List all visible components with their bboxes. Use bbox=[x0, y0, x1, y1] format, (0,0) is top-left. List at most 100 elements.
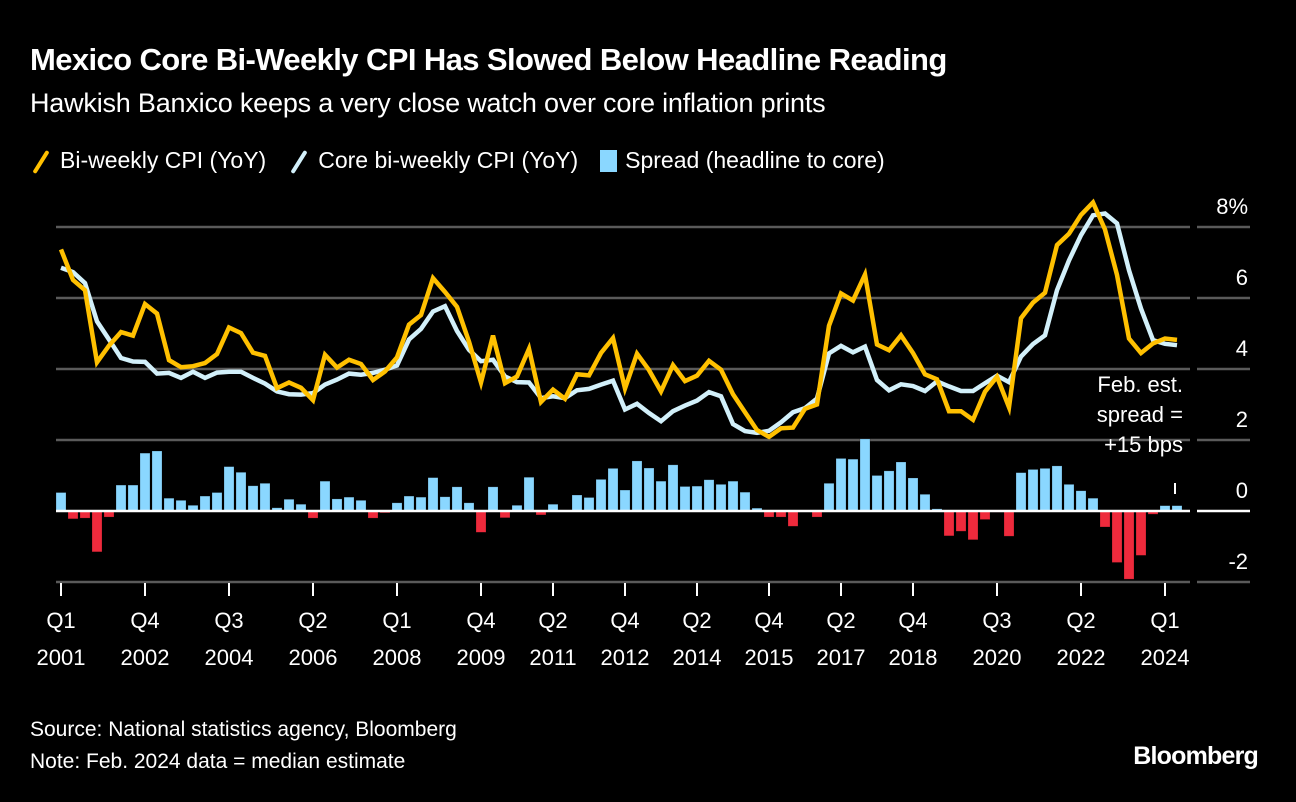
y-tick-label: 6 bbox=[1236, 265, 1248, 290]
spread-bar bbox=[607, 468, 619, 512]
spread-bar bbox=[523, 476, 535, 512]
spread-bar bbox=[235, 472, 247, 512]
x-tick-quarter: Q3 bbox=[982, 608, 1011, 633]
x-tick-quarter: Q4 bbox=[610, 608, 639, 633]
spread-bar bbox=[139, 452, 151, 512]
x-tick-quarter: Q1 bbox=[1150, 608, 1179, 633]
x-tick-year: 2015 bbox=[745, 645, 794, 670]
spread-bar bbox=[175, 500, 187, 512]
annotation-text: +15 bps bbox=[1104, 432, 1183, 457]
spread-bar bbox=[211, 492, 223, 512]
legend-label: Core bi-weekly CPI (YoY) bbox=[318, 147, 579, 173]
spread-bar bbox=[91, 510, 103, 553]
x-tick-quarter: Q4 bbox=[466, 608, 495, 633]
spread-bar bbox=[199, 495, 211, 512]
spread-bar bbox=[151, 450, 163, 512]
bloomberg-logo: Bloomberg bbox=[1133, 742, 1259, 770]
x-tick-year: 2004 bbox=[205, 645, 254, 670]
spread-bar bbox=[1027, 469, 1039, 512]
spread-bar bbox=[883, 470, 895, 512]
spread-bar bbox=[715, 484, 727, 512]
legend: Bi-weekly CPI (YoY) Core bi-weekly CPI (… bbox=[30, 147, 907, 174]
legend-label: Spread (headline to core) bbox=[625, 147, 885, 173]
spread-bar bbox=[331, 498, 343, 512]
spread-bar bbox=[739, 491, 751, 512]
spread-bar bbox=[1099, 510, 1111, 528]
spread-bar bbox=[595, 479, 607, 512]
spread-bar bbox=[439, 496, 451, 512]
spread-bar bbox=[895, 461, 907, 512]
x-tick-year: 2012 bbox=[601, 645, 650, 670]
y-tick-label: 4 bbox=[1236, 336, 1248, 361]
spread-bar bbox=[1135, 510, 1147, 556]
x-tick-year: 2008 bbox=[373, 645, 422, 670]
annotation-text: spread = bbox=[1097, 402, 1183, 427]
spread-bar bbox=[1039, 468, 1051, 512]
spread-bar bbox=[451, 486, 463, 512]
y-tick-label: 0 bbox=[1236, 478, 1248, 503]
spread-bar bbox=[1111, 510, 1123, 563]
x-tick-quarter: Q1 bbox=[46, 608, 75, 633]
x-tick-quarter: Q3 bbox=[214, 608, 243, 633]
spread-bar bbox=[355, 500, 367, 512]
spread-bar bbox=[979, 510, 991, 520]
x-tick-quarter: Q2 bbox=[1066, 608, 1095, 633]
chart-title: Mexico Core Bi-Weekly CPI Has Slowed Bel… bbox=[30, 42, 947, 77]
spread-bar bbox=[703, 479, 715, 512]
spread-bar bbox=[1087, 497, 1099, 512]
spread-bar bbox=[583, 497, 595, 512]
legend-item-spread: Spread (headline to core) bbox=[600, 147, 885, 174]
spread-bar bbox=[55, 492, 67, 512]
spread-bar bbox=[163, 497, 175, 512]
spread-bar bbox=[643, 467, 655, 512]
spread-bar bbox=[223, 466, 235, 512]
spread-bar bbox=[487, 486, 499, 512]
spread-bar bbox=[571, 494, 583, 512]
spread-bar bbox=[619, 489, 631, 512]
spread-bar bbox=[1063, 484, 1075, 512]
spread-bar bbox=[955, 510, 967, 532]
spread-bar bbox=[679, 486, 691, 512]
legend-label: Bi-weekly CPI (YoY) bbox=[60, 147, 267, 173]
spread-bar bbox=[1075, 490, 1087, 512]
x-tick-year: 2014 bbox=[673, 645, 722, 670]
x-tick-year: 2022 bbox=[1057, 645, 1106, 670]
spread-bar bbox=[691, 485, 703, 512]
spread-bar bbox=[115, 484, 127, 512]
spread-bar bbox=[871, 475, 883, 512]
spread-bar bbox=[1003, 510, 1015, 537]
x-tick-quarter: Q2 bbox=[538, 608, 567, 633]
spread-bar bbox=[859, 438, 871, 512]
spread-bar bbox=[655, 480, 667, 512]
x-tick-year: 2009 bbox=[457, 645, 506, 670]
x-tick-quarter: Q1 bbox=[382, 608, 411, 633]
legend-item-headline: Bi-weekly CPI (YoY) bbox=[30, 147, 266, 174]
x-tick-quarter: Q2 bbox=[826, 608, 855, 633]
x-tick-year: 2020 bbox=[973, 645, 1022, 670]
y-tick-label: 2 bbox=[1236, 407, 1248, 432]
spread-bar bbox=[127, 484, 139, 512]
y-tick-label: 8% bbox=[1216, 194, 1248, 219]
spread-bar bbox=[667, 464, 679, 512]
spread-bar bbox=[967, 510, 979, 541]
spread-bar bbox=[919, 494, 931, 512]
spread-bar bbox=[823, 483, 835, 512]
spread-bar bbox=[247, 485, 259, 512]
x-tick-year: 2017 bbox=[817, 645, 866, 670]
x-tick-quarter: Q2 bbox=[298, 608, 327, 633]
x-tick-year: 2001 bbox=[37, 645, 86, 670]
spread-bar bbox=[319, 480, 331, 512]
spread-bar bbox=[1051, 465, 1063, 512]
spread-bar bbox=[475, 510, 487, 533]
headline-cpi-line bbox=[58, 198, 1178, 440]
spread-bar bbox=[907, 477, 919, 512]
spread-bar bbox=[727, 480, 739, 512]
chart-subtitle: Hawkish Banxico keeps a very close watch… bbox=[30, 88, 826, 118]
annotation-text: Feb. est. bbox=[1097, 372, 1183, 397]
spread-bar bbox=[283, 498, 295, 512]
spread-bar bbox=[427, 477, 439, 512]
x-tick-quarter: Q4 bbox=[754, 608, 783, 633]
spread-bar bbox=[847, 458, 859, 512]
spread-bar bbox=[403, 495, 415, 512]
